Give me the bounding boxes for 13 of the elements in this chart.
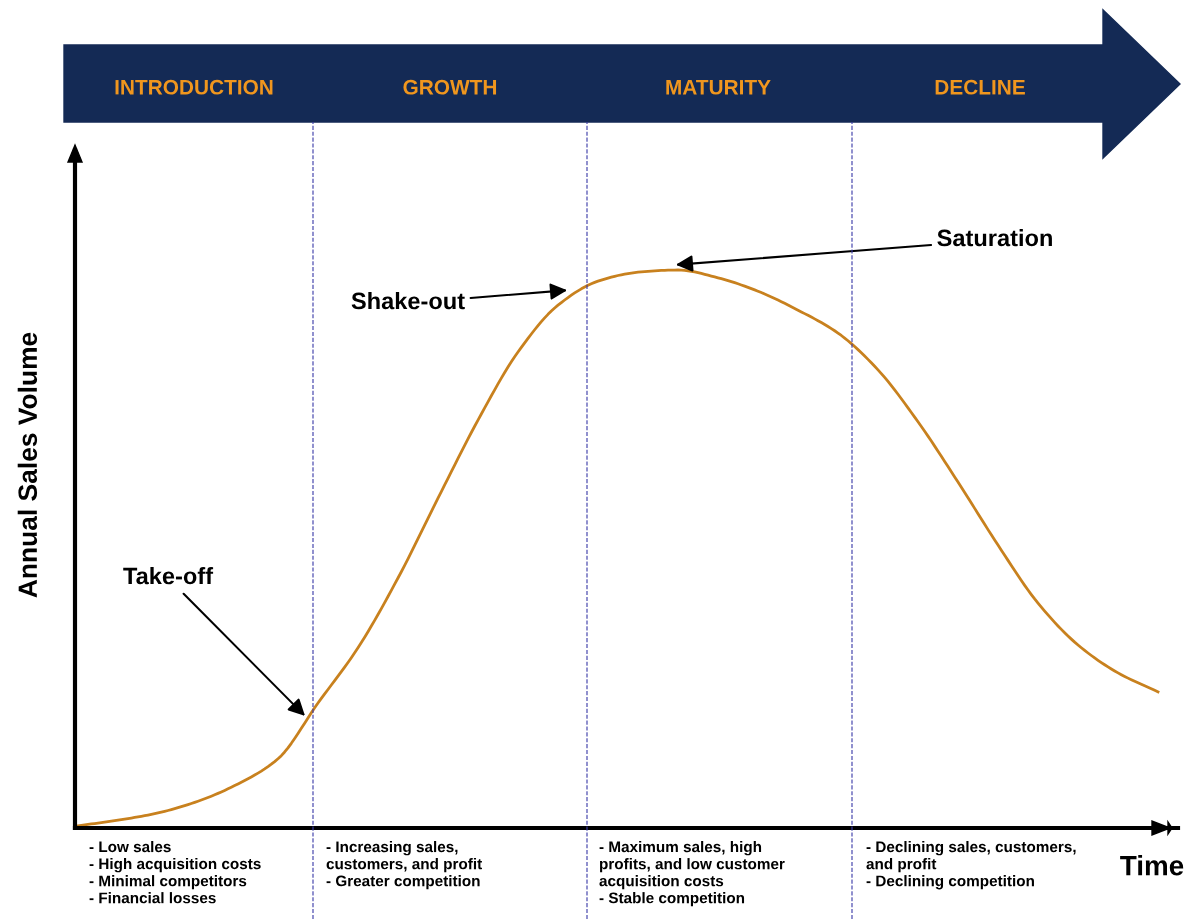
x-axis-title: Time: [1120, 855, 1184, 876]
text: - Low sales - High acquisition costs - Minimal competitors - Financial losses: [89, 841, 261, 904]
y-axis-title: Annual Sales Volume: [17, 332, 38, 598]
text: GROWTH: [403, 79, 497, 95]
annotation: Shake-out: [351, 291, 465, 310]
text: MATURITY: [666, 80, 771, 95]
text: - Declining sales, customers, and profit - Declining competition: [866, 841, 1076, 890]
text: INTRODUCTION: [115, 79, 273, 95]
text: Saturation: [937, 229, 1052, 247]
text: - Maximum sales, high profits, and low customer acquisition costs - Stable competition: [599, 841, 785, 907]
text: DECLINE: [935, 79, 1025, 95]
annotation: Take-off: [123, 566, 214, 585]
text: - Increasing sales, customers, and profit - Greater competition: [326, 841, 483, 890]
